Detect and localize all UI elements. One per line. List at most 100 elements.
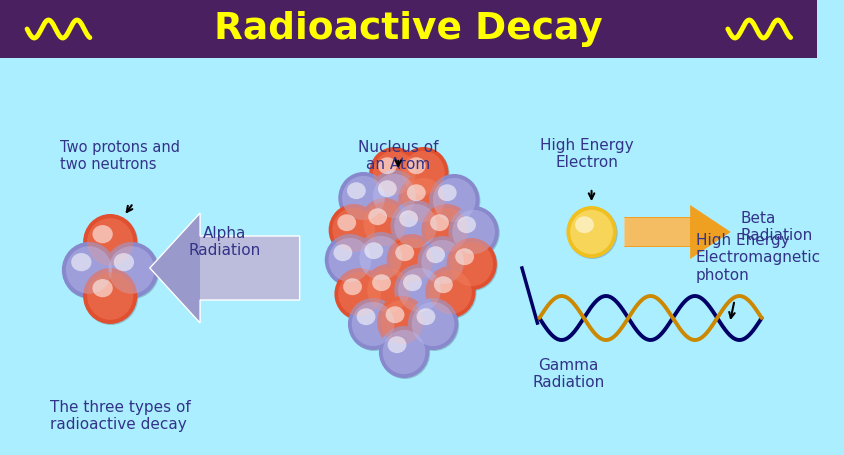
Ellipse shape — [108, 246, 154, 294]
Ellipse shape — [325, 235, 376, 287]
Ellipse shape — [364, 265, 414, 317]
Ellipse shape — [378, 326, 429, 378]
Ellipse shape — [421, 240, 463, 284]
FancyArrow shape — [149, 213, 300, 323]
Ellipse shape — [429, 270, 471, 314]
Ellipse shape — [106, 243, 160, 299]
Ellipse shape — [92, 279, 112, 297]
Ellipse shape — [407, 184, 425, 201]
Text: High Energy
Electromagnetic
photon: High Energy Electromagnetic photon — [695, 233, 820, 283]
Ellipse shape — [351, 302, 394, 346]
Ellipse shape — [398, 268, 441, 312]
Ellipse shape — [446, 238, 496, 290]
Ellipse shape — [390, 238, 433, 282]
Ellipse shape — [84, 215, 138, 271]
Ellipse shape — [391, 201, 441, 253]
Ellipse shape — [83, 214, 137, 270]
Ellipse shape — [385, 306, 404, 323]
Ellipse shape — [407, 157, 425, 174]
Text: High Energy
Electron: High Energy Electron — [539, 138, 633, 171]
Ellipse shape — [105, 242, 159, 298]
Ellipse shape — [417, 236, 468, 288]
Ellipse shape — [347, 182, 365, 199]
Ellipse shape — [565, 206, 616, 258]
Ellipse shape — [452, 210, 495, 254]
Text: Two protons and
two neutrons: Two protons and two neutrons — [60, 140, 180, 172]
Ellipse shape — [398, 175, 449, 227]
Ellipse shape — [369, 170, 419, 222]
Ellipse shape — [377, 157, 397, 174]
Bar — [0, 0, 816, 58]
Ellipse shape — [84, 269, 138, 325]
Ellipse shape — [376, 296, 427, 348]
Ellipse shape — [380, 327, 430, 379]
Ellipse shape — [71, 253, 91, 271]
Ellipse shape — [429, 174, 479, 226]
Ellipse shape — [430, 214, 448, 231]
Ellipse shape — [398, 147, 448, 199]
Ellipse shape — [447, 239, 497, 291]
Ellipse shape — [329, 205, 380, 257]
Ellipse shape — [457, 216, 475, 233]
Ellipse shape — [387, 235, 437, 287]
Ellipse shape — [359, 236, 402, 280]
Ellipse shape — [87, 272, 133, 320]
Ellipse shape — [66, 246, 111, 294]
Ellipse shape — [356, 233, 407, 285]
Ellipse shape — [360, 198, 409, 250]
Text: Gamma
Radiation: Gamma Radiation — [532, 358, 603, 390]
Ellipse shape — [333, 244, 352, 261]
Ellipse shape — [370, 148, 420, 200]
Ellipse shape — [338, 272, 381, 316]
Text: Alpha
Radiation: Alpha Radiation — [188, 226, 260, 258]
Ellipse shape — [381, 300, 423, 344]
Ellipse shape — [338, 172, 388, 224]
Ellipse shape — [408, 298, 457, 350]
Text: Nucleus of
an Atom: Nucleus of an Atom — [358, 140, 438, 172]
Ellipse shape — [335, 269, 385, 321]
Ellipse shape — [371, 274, 391, 291]
Ellipse shape — [425, 266, 475, 318]
Ellipse shape — [368, 208, 387, 225]
Ellipse shape — [332, 208, 375, 252]
Ellipse shape — [369, 147, 419, 199]
Ellipse shape — [402, 151, 444, 195]
Ellipse shape — [575, 216, 593, 233]
Ellipse shape — [425, 208, 468, 252]
Ellipse shape — [337, 214, 355, 231]
Ellipse shape — [83, 268, 137, 324]
Ellipse shape — [422, 205, 472, 257]
Ellipse shape — [403, 274, 421, 291]
Ellipse shape — [394, 264, 444, 316]
Ellipse shape — [450, 242, 492, 286]
Ellipse shape — [62, 242, 116, 298]
Ellipse shape — [62, 243, 116, 299]
Ellipse shape — [338, 173, 389, 225]
Ellipse shape — [566, 207, 617, 259]
Ellipse shape — [87, 218, 133, 266]
Ellipse shape — [355, 232, 405, 284]
Ellipse shape — [363, 202, 406, 246]
Ellipse shape — [437, 184, 456, 201]
Ellipse shape — [92, 225, 112, 243]
Ellipse shape — [360, 199, 410, 251]
Ellipse shape — [402, 178, 444, 222]
Text: The three types of
radioactive decay: The three types of radioactive decay — [50, 400, 191, 432]
Ellipse shape — [421, 204, 471, 256]
Ellipse shape — [370, 171, 420, 223]
Text: Beta
Radiation: Beta Radiation — [739, 211, 812, 243]
Ellipse shape — [377, 180, 397, 197]
Ellipse shape — [430, 175, 480, 227]
Ellipse shape — [356, 308, 375, 325]
Ellipse shape — [343, 278, 361, 295]
Ellipse shape — [328, 238, 371, 282]
Ellipse shape — [349, 299, 398, 351]
Ellipse shape — [372, 151, 415, 195]
Ellipse shape — [395, 265, 445, 317]
Bar — [624, 218, 690, 246]
Ellipse shape — [411, 302, 454, 346]
Ellipse shape — [432, 178, 475, 222]
Ellipse shape — [418, 237, 468, 289]
Ellipse shape — [334, 268, 384, 320]
Bar — [200, 236, 300, 300]
